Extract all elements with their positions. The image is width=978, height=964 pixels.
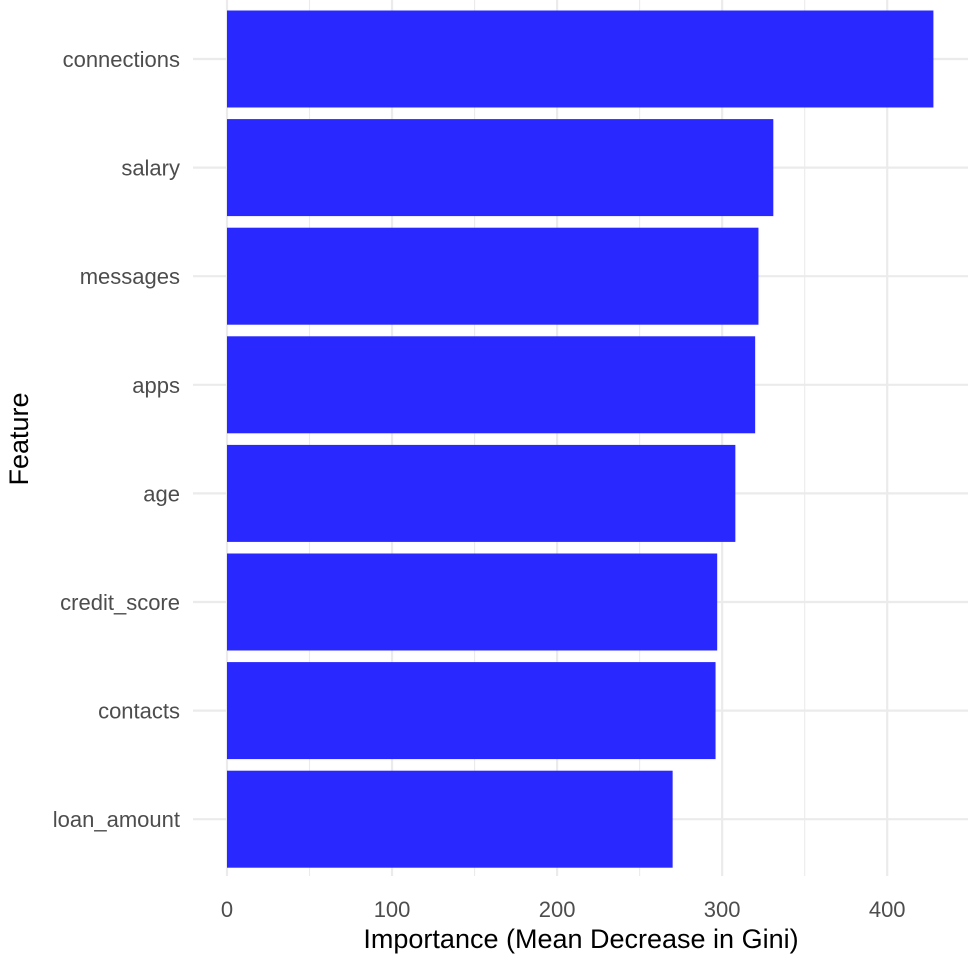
y-tick-labels: connections salary messages apps age credit_s… (53, 47, 180, 832)
y-tick-label: apps (132, 373, 180, 398)
y-tick-label: loan_amount (53, 807, 180, 832)
x-tick-label: 300 (704, 897, 741, 922)
bar-messages (227, 227, 759, 325)
x-tick-label: 0 (221, 897, 233, 922)
bar-loan-amount (227, 770, 673, 868)
y-tick-label: credit_score (60, 590, 180, 615)
x-tick-labels: 0 100 200 300 400 (221, 897, 906, 922)
bar-connections (227, 10, 934, 108)
x-axis-title: Importance (Mean Decrease in Gini) (363, 924, 798, 954)
bar-contacts (227, 662, 716, 760)
bar-credit-score (227, 553, 718, 651)
bar-age (227, 444, 736, 542)
y-tick-label: salary (121, 156, 180, 181)
y-tick-label: messages (80, 264, 180, 289)
bar-salary (227, 119, 774, 217)
y-tick-label: connections (63, 47, 180, 72)
x-tick-label: 100 (374, 897, 411, 922)
y-axis-title: Feature (4, 392, 34, 485)
x-tick-label: 200 (539, 897, 576, 922)
bar-apps (227, 336, 756, 434)
y-tick-label: contacts (98, 699, 180, 724)
x-tick-label: 400 (869, 897, 906, 922)
bars (227, 10, 934, 868)
y-tick-label: age (143, 481, 180, 506)
